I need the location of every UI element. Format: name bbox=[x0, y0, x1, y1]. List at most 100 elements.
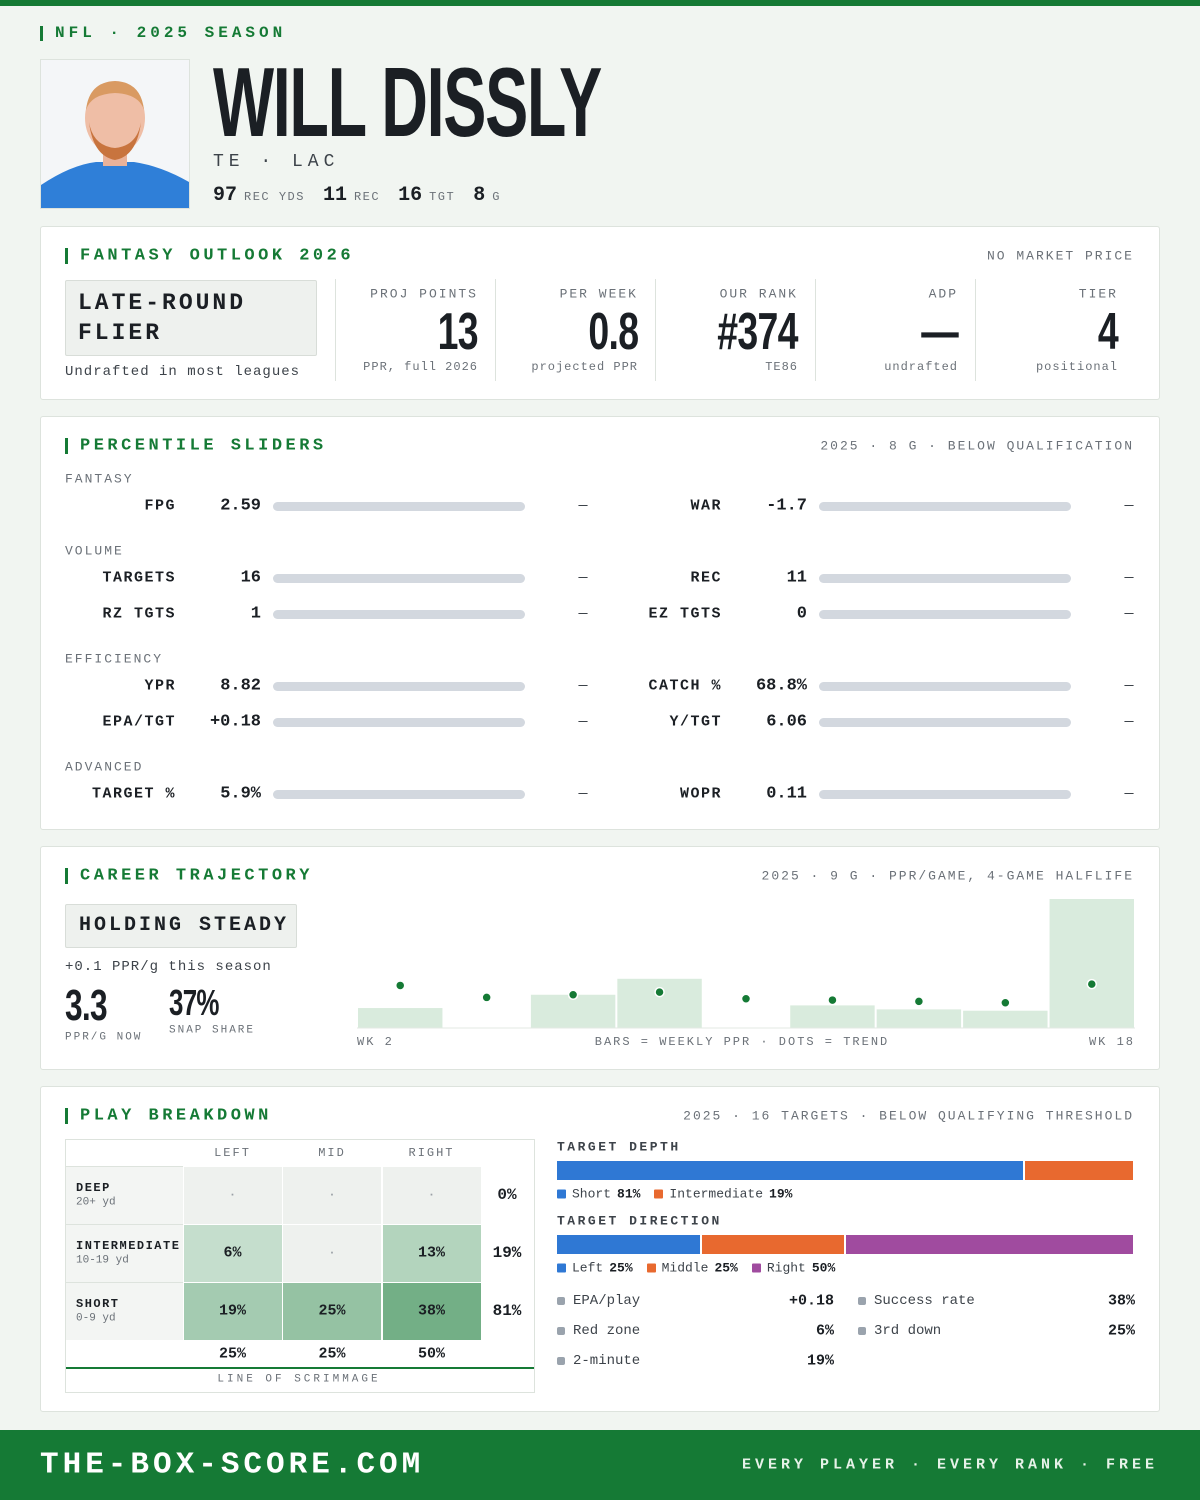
section-note: NO MARKET PRICE bbox=[986, 248, 1134, 264]
slider-value: 0 bbox=[796, 604, 807, 624]
row-name: DEEP bbox=[76, 1181, 111, 1195]
metric-divider bbox=[655, 279, 656, 381]
slider-percentile: — bbox=[578, 497, 588, 515]
stat-label: 3rd down bbox=[874, 1323, 942, 1339]
badge-sub: Undrafted in most leagues bbox=[65, 364, 301, 380]
slider-value: 11 bbox=[786, 568, 807, 588]
slider-value: 2.59 bbox=[220, 496, 261, 516]
stat-value: 11 bbox=[322, 184, 347, 207]
stat-value: 38% bbox=[1107, 1292, 1135, 1310]
zone-value: · bbox=[427, 1188, 436, 1202]
slider-label: YPR bbox=[144, 677, 176, 695]
snap-label: SNAP SHARE bbox=[169, 1024, 256, 1037]
stat-label: REC YDS bbox=[244, 190, 305, 204]
legend-value: 25% bbox=[714, 1260, 738, 1276]
slider-track bbox=[819, 574, 1071, 583]
row-header bbox=[66, 1166, 183, 1224]
stat-row: 97 REC YDS 11 REC 16 TGT 8 G bbox=[213, 186, 519, 206]
site-name: THE-BOX-SCORE.COM bbox=[40, 1447, 425, 1483]
legend-item: Short 81% bbox=[557, 1188, 654, 1201]
slider-label: TARGETS bbox=[102, 569, 176, 587]
metric-divider bbox=[495, 279, 496, 381]
zone-value: 6% bbox=[223, 1244, 242, 1262]
stat-bullet bbox=[557, 1297, 565, 1305]
stat-bullet bbox=[858, 1297, 866, 1305]
metric-divider bbox=[335, 279, 336, 381]
section-title: PERCENTILE SLIDERS bbox=[80, 436, 327, 456]
group-label: FANTASY bbox=[65, 471, 134, 487]
section-note: 2025 · 8 G · BELOW QUALIFICATION bbox=[820, 438, 1134, 454]
stat-label: Red zone bbox=[573, 1323, 641, 1339]
slider-label: CATCH % bbox=[648, 677, 722, 695]
section-title: FANTASY OUTLOOK 2026 bbox=[80, 246, 355, 266]
metric-label: PER WEEK bbox=[559, 286, 638, 302]
slider-track bbox=[273, 718, 525, 727]
slider-percentile: — bbox=[578, 569, 588, 587]
slider-value: 6.06 bbox=[766, 712, 807, 732]
slider-track bbox=[273, 610, 525, 619]
zone-cell bbox=[282, 1166, 381, 1224]
split-segment bbox=[557, 1235, 700, 1254]
legend-value: 25% bbox=[609, 1260, 633, 1276]
row-header bbox=[66, 1224, 183, 1282]
x-tick-label: WK 18 bbox=[1088, 1035, 1135, 1049]
metric-value: 4 bbox=[1097, 303, 1119, 361]
metric-label: OUR RANK bbox=[719, 286, 798, 302]
legend-item: Left 25% bbox=[557, 1262, 647, 1275]
zone-cell bbox=[382, 1282, 481, 1340]
legend-swatch bbox=[654, 1189, 664, 1199]
slider-percentile: — bbox=[1124, 713, 1134, 731]
row-name: SHORT bbox=[76, 1297, 120, 1311]
slider-track bbox=[273, 502, 525, 511]
zone-cell bbox=[382, 1166, 481, 1224]
title-bar bbox=[65, 868, 68, 884]
stat-value: 6% bbox=[815, 1322, 834, 1340]
league: NFL · 2025 SEASON bbox=[55, 24, 287, 42]
column-total: 25% bbox=[218, 1345, 247, 1363]
metric-sub: projected PPR bbox=[531, 360, 638, 374]
stat-label: 2-minute bbox=[573, 1353, 641, 1369]
zone-value: 19% bbox=[218, 1302, 247, 1320]
badge-box bbox=[65, 904, 297, 948]
trajectory-card bbox=[40, 846, 1160, 1070]
top-stripe bbox=[0, 0, 1200, 6]
tagline: EVERY PLAYER · EVERY RANK · FREE bbox=[741, 1456, 1158, 1474]
split-segment bbox=[1025, 1161, 1133, 1180]
slider-value: 8.82 bbox=[220, 676, 261, 696]
slider-track bbox=[819, 610, 1071, 619]
percentile-card bbox=[40, 416, 1160, 830]
title-bar bbox=[65, 248, 68, 264]
slider-percentile: — bbox=[1124, 785, 1134, 803]
slider-track bbox=[819, 502, 1071, 511]
legend-name: Short bbox=[572, 1186, 612, 1202]
metric-sub: PPR, full 2026 bbox=[363, 360, 478, 374]
zone-cell bbox=[183, 1166, 282, 1224]
legend-value: 19% bbox=[769, 1186, 793, 1202]
metric-value: #374 bbox=[717, 303, 799, 361]
slider-label: RZ TGTS bbox=[102, 605, 176, 623]
player-photo bbox=[40, 59, 190, 209]
chart-caption: BARS = WEEKLY PPR · DOTS = TREND bbox=[594, 1035, 890, 1049]
row-header bbox=[66, 1282, 183, 1340]
legend-swatch bbox=[557, 1263, 566, 1273]
zone-value: · bbox=[228, 1188, 237, 1202]
legend-value: 81% bbox=[617, 1186, 641, 1202]
legend-swatch bbox=[646, 1263, 656, 1273]
slider-percentile: — bbox=[578, 677, 588, 695]
legend-name: Middle bbox=[661, 1260, 709, 1276]
zone-cell bbox=[382, 1224, 481, 1282]
stat-label: REC bbox=[353, 190, 381, 204]
stat-label: TGT bbox=[429, 190, 456, 204]
legend-swatch bbox=[751, 1263, 761, 1273]
section-note: 2025 · 9 G · PPR/GAME, 4-GAME HALFLIFE bbox=[761, 868, 1134, 884]
ppr-now: 3.3 bbox=[65, 981, 108, 1030]
slider-label: REC bbox=[690, 569, 722, 587]
slider-value: -1.7 bbox=[766, 496, 807, 516]
group-label: ADVANCED bbox=[65, 759, 144, 775]
column-total: 25% bbox=[318, 1345, 346, 1363]
section-title: PLAY BREAKDOWN bbox=[80, 1106, 272, 1126]
bar-title: TARGET DIRECTION bbox=[557, 1213, 722, 1229]
row-total: 81% bbox=[492, 1302, 522, 1320]
slider-value: 0.11 bbox=[766, 784, 807, 804]
slider-percentile: — bbox=[578, 713, 588, 731]
